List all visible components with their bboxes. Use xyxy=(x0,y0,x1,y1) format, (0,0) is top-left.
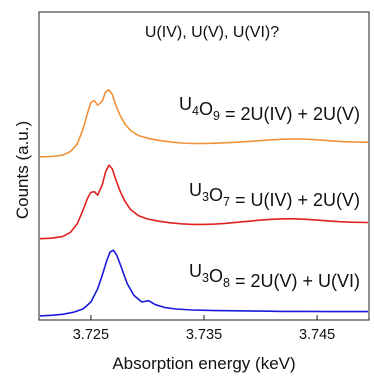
x-axis-tick-labels: 3.725 3.735 3.745 xyxy=(73,327,336,343)
x-axis-label: Absorption energy (keV) xyxy=(112,354,295,373)
series-labels: U4O9 = 2U(IV) + 2U(V) U3O7 = U(IV) + 2U(V… xyxy=(179,94,360,291)
x-axis-ticks xyxy=(90,315,318,320)
series-label: U4O9 = 2U(IV) + 2U(V) xyxy=(179,94,360,124)
series-lines xyxy=(39,89,369,317)
chart-title: U(IV), U(V), U(VI)? xyxy=(145,24,279,41)
series-line xyxy=(39,89,369,158)
y-axis-label: Counts (a.u.) xyxy=(13,121,32,219)
x-tick-label: 3.745 xyxy=(299,327,335,343)
x-tick-label: 3.735 xyxy=(186,327,222,343)
series-label: U3O8 = 2U(V) + U(VI) xyxy=(189,261,360,291)
series-label: U3O7 = U(IV) + 2U(V) xyxy=(189,180,360,210)
x-tick-label: 3.725 xyxy=(73,327,109,343)
series-line xyxy=(39,164,369,240)
series-line xyxy=(39,249,368,317)
